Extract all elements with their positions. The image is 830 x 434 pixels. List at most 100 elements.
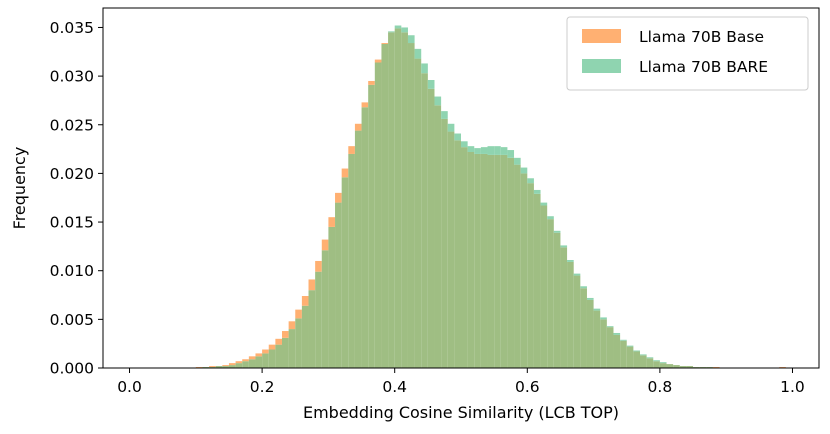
histogram-bar-bare-excess — [593, 308, 601, 311]
histogram-bar — [421, 73, 428, 369]
x-axis-ticks: 0.0 0.2 0.4 0.6 0.8 1.0 — [117, 368, 805, 396]
histogram-bar — [235, 363, 243, 368]
histogram-bar-base-excess — [282, 331, 289, 338]
x-tick-label: 0.8 — [648, 378, 673, 396]
histogram-bar — [659, 363, 667, 368]
histogram-bar — [434, 105, 442, 368]
histogram-bar-base-excess — [381, 43, 389, 44]
histogram-bar-base-excess — [354, 123, 362, 131]
histogram-bar — [487, 154, 495, 368]
histogram-bar-base-excess — [308, 279, 316, 291]
histogram-bars — [195, 25, 793, 369]
histogram-bar-base-excess — [361, 102, 369, 108]
histogram-bar — [295, 318, 302, 368]
histogram-bar-bare-excess — [507, 150, 515, 158]
histogram-bar — [500, 154, 508, 368]
legend: Llama 70B Base Llama 70B BARE — [566, 16, 809, 91]
histogram-bar-bare-excess — [613, 332, 621, 335]
histogram-bar — [255, 356, 263, 368]
histogram-bar-bare-excess — [653, 360, 660, 362]
histogram-bar-base-excess — [335, 192, 342, 203]
histogram-bar — [401, 32, 408, 368]
histogram-bar — [646, 358, 654, 368]
histogram-bar-bare-excess — [474, 148, 481, 154]
y-tick-label: 0.000 — [50, 360, 94, 378]
histogram-bar-base-excess — [209, 366, 216, 368]
histogram-bar — [553, 232, 561, 368]
histogram-bar-base-excess — [242, 359, 249, 362]
histogram-bar — [427, 88, 435, 368]
histogram-bar-bare-excess — [407, 35, 415, 44]
histogram-bar-bare-excess — [461, 141, 468, 148]
histogram-bar-bare-excess — [421, 63, 428, 74]
x-tick-label: 0.2 — [250, 378, 275, 396]
histogram-bar-base-excess — [328, 217, 336, 227]
histogram-bar-base-excess — [228, 363, 236, 366]
histogram-bar — [441, 118, 448, 369]
histogram-bar — [467, 152, 475, 368]
histogram-bar-bare-excess — [560, 245, 568, 248]
histogram-bar — [348, 153, 355, 368]
histogram-bar — [447, 131, 455, 368]
histogram-bar — [640, 355, 647, 368]
histogram-bar — [381, 44, 389, 368]
histogram-bar — [527, 183, 534, 368]
histogram-bar — [474, 153, 481, 368]
histogram-bar — [480, 153, 488, 368]
legend-swatch-base — [582, 29, 621, 43]
histogram-bar — [454, 140, 461, 368]
histogram-bar-base-excess — [222, 365, 229, 367]
histogram-bar-bare-excess — [414, 48, 422, 59]
histogram-bar — [573, 275, 581, 368]
histogram-bar — [533, 193, 541, 368]
histogram-bar — [301, 305, 309, 368]
histogram-bar — [586, 299, 594, 368]
histogram-bar-bare-excess — [540, 202, 548, 206]
histogram-bar — [653, 361, 660, 368]
legend-swatch-bare — [582, 59, 621, 73]
histogram-bar-bare-excess — [547, 216, 554, 220]
y-tick-label: 0.020 — [50, 165, 94, 183]
histogram-bar — [262, 353, 269, 368]
histogram-bar-bare-excess — [388, 31, 395, 33]
histogram-bar — [228, 365, 236, 368]
histogram-bar-base-excess — [374, 59, 382, 63]
histogram-bar-base-excess — [368, 80, 375, 85]
histogram-bar-bare-excess — [480, 147, 488, 154]
histogram-bar — [275, 344, 282, 368]
histogram-bar-bare-excess — [467, 146, 475, 152]
histogram-bar-bare-excess — [646, 357, 654, 359]
histogram-bar — [507, 157, 515, 368]
histogram-bar-bare-excess — [394, 25, 402, 29]
histogram-bar — [222, 366, 229, 368]
legend-box — [566, 16, 809, 91]
histogram-bar-bare-excess — [553, 230, 561, 233]
histogram-bar-bare-excess — [494, 146, 501, 155]
histogram-bar — [354, 130, 362, 368]
histogram-bar-bare-excess — [586, 297, 594, 300]
histogram-bar — [374, 62, 382, 369]
histogram-bar — [288, 329, 296, 368]
histogram-bar — [328, 226, 336, 368]
histogram-bar — [315, 271, 322, 368]
histogram-bar — [514, 164, 521, 368]
y-axis-ticks: 0.000 0.005 0.010 0.015 0.020 0.025 0.030 0.035 — [50, 19, 103, 378]
x-tick-label: 1.0 — [780, 378, 805, 396]
histogram-bar-bare-excess — [600, 317, 607, 320]
histogram-bar-base-excess — [348, 146, 355, 154]
histogram-bar — [341, 177, 349, 368]
x-tick-label: 0.4 — [382, 378, 407, 396]
histogram-bar — [461, 147, 468, 368]
histogram-bar — [686, 366, 694, 368]
histogram-bar-bare-excess — [580, 286, 587, 289]
histogram-bar-base-excess — [295, 309, 302, 319]
y-tick-label: 0.025 — [50, 116, 94, 134]
x-tick-label: 0.6 — [515, 378, 540, 396]
histogram-bar-base-excess — [315, 260, 322, 272]
x-axis-title: Embedding Cosine Similarity (LCB TOP) — [303, 403, 619, 422]
histogram-bar — [580, 288, 587, 368]
histogram-bar — [368, 84, 375, 368]
histogram-bar — [335, 202, 342, 368]
histogram-bar-base-excess — [248, 356, 256, 360]
